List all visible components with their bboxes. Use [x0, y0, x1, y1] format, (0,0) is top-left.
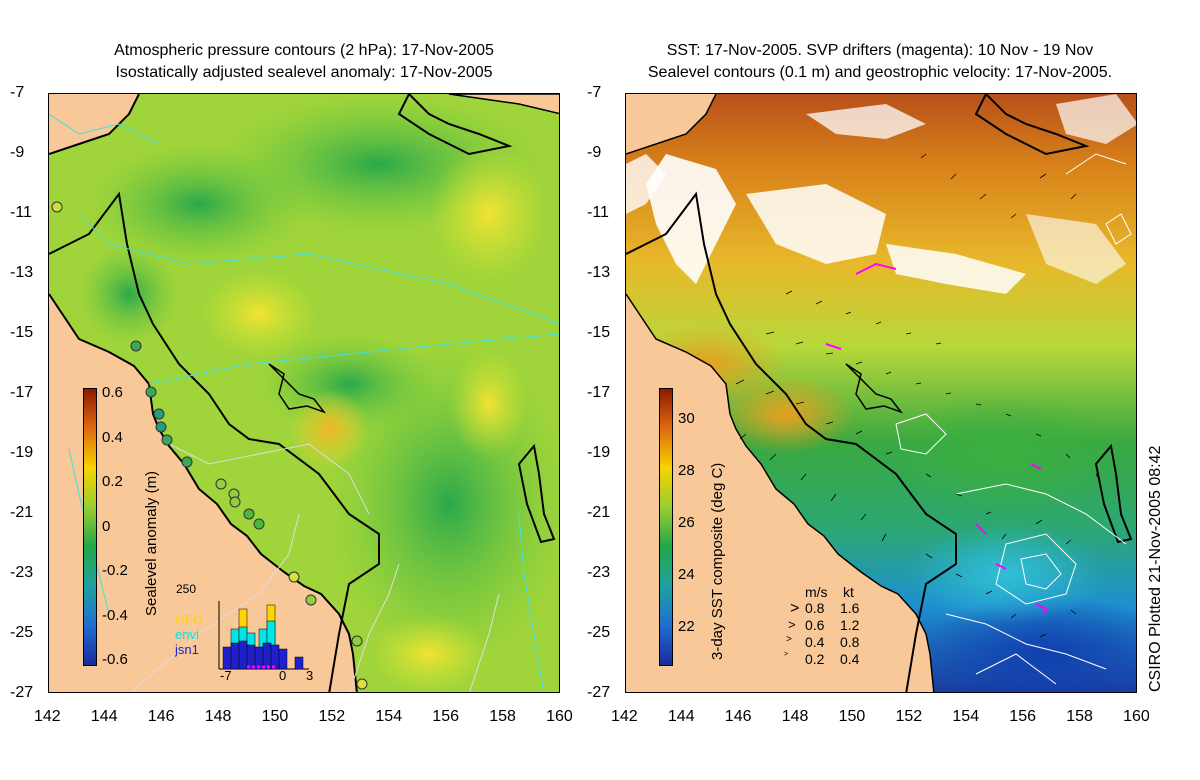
sealevel-colorbar-tick: 0.6 [102, 384, 123, 401]
x-axis-tick: 148 [204, 708, 232, 725]
left-title-line2: Isostatically adjusted sealevel anomaly:… [115, 64, 493, 81]
x-axis-tick: 142 [611, 708, 638, 725]
y-axis-tick: -17 [10, 384, 34, 401]
sealevel-colorbar-tick: -0.2 [102, 562, 128, 579]
y-axis-tick: -9 [10, 144, 25, 161]
histogram-ymax-label: 250 [176, 582, 197, 596]
sst-colorbar-tick: 26 [678, 514, 695, 531]
velocity-legend-ms: 0.2 [805, 651, 825, 667]
sealevel-colorbar-label: Sealevel anomaly (m) [143, 470, 160, 616]
x-axis-tick: 152 [895, 708, 923, 725]
y-axis-tick: -7 [10, 84, 25, 101]
x-axis-tick: 150 [261, 708, 289, 725]
x-axis-tick: 158 [489, 708, 516, 725]
histogram-xtick-0: 0 [279, 668, 287, 683]
y-axis-tick: -19 [587, 444, 611, 461]
velocity-legend-arrow-icon: > [788, 617, 796, 632]
sst-colorbar-tick: 30 [678, 410, 695, 427]
x-axis-tick: 142 [34, 708, 61, 725]
x-axis-tick: 154 [375, 708, 403, 725]
x-axis-tick: 146 [724, 708, 752, 725]
y-axis-tick: -23 [10, 564, 34, 581]
sealevel-colorbar-tick: 0.2 [102, 473, 123, 490]
y-axis-tick: -25 [10, 624, 34, 641]
sealevel-colorbar-tick: -0.6 [102, 651, 128, 668]
y-axis-tick: -17 [587, 384, 611, 401]
velocity-legend-arrow-icon: > [790, 600, 800, 617]
velocity-legend-kt: 0.4 [840, 651, 860, 667]
sst-colorbar-tick: 28 [678, 462, 695, 479]
x-axis-tick: 160 [1123, 708, 1150, 725]
y-axis-tick: -11 [10, 204, 32, 221]
sst-colorbar-tick: 24 [678, 566, 695, 583]
y-axis-tick: -11 [587, 204, 609, 221]
x-axis-tick: 146 [147, 708, 175, 725]
x-axis-tick: 156 [432, 708, 459, 725]
x-axis-tick: 148 [781, 708, 809, 725]
velocity-legend-arrow-icon: > [786, 634, 792, 645]
velocity-legend-header-kt: kt [843, 584, 854, 600]
sealevel-anomaly-map [48, 93, 560, 693]
velocity-legend-ms: 0.6 [805, 617, 825, 633]
sst-colorbar-tick: 22 [678, 618, 695, 635]
x-axis-tick: 144 [90, 708, 118, 725]
histogram-xtick-minus7: -7 [220, 668, 232, 683]
sst-map [625, 93, 1137, 693]
x-axis-tick: 156 [1009, 708, 1036, 725]
sealevel-colorbar [83, 388, 97, 666]
y-axis-tick: -21 [10, 504, 34, 521]
histogram-legend-envi: envi [175, 627, 199, 642]
sst-colorbar-label: 3-day SST composite (deg C) [709, 462, 726, 660]
sealevel-colorbar-tick: 0 [102, 517, 111, 535]
x-axis-tick: 158 [1066, 708, 1093, 725]
velocity-legend-kt: 0.8 [840, 634, 860, 650]
y-axis-tick: -13 [10, 264, 34, 281]
y-axis-tick: -23 [587, 564, 611, 581]
y-axis-tick: -27 [10, 684, 34, 701]
y-axis-tick: -7 [587, 84, 602, 101]
histogram-legend-jsn1: jsn1 [175, 642, 199, 657]
x-axis-tick: 154 [952, 708, 980, 725]
velocity-legend-ms: 0.8 [805, 600, 825, 616]
y-axis-tick: -15 [587, 324, 611, 341]
sealevel-colorbar-tick: 0.4 [102, 428, 123, 446]
x-axis-tick: 150 [838, 708, 866, 725]
velocity-legend-kt: 1.6 [840, 600, 860, 616]
y-axis-tick: -15 [10, 324, 34, 341]
velocity-legend-ms: 0.4 [805, 634, 825, 650]
histogram-legend-gfo: GFO [175, 612, 204, 627]
y-axis-tick: -25 [587, 624, 611, 641]
y-axis-tick: -9 [587, 144, 602, 161]
histogram-xtick-3: 3 [306, 668, 314, 683]
x-axis-tick: 152 [318, 708, 346, 725]
y-axis-tick: -13 [587, 264, 611, 281]
y-axis-tick: -19 [10, 444, 34, 461]
y-axis-tick: -21 [587, 504, 611, 521]
velocity-legend-header-ms: m/s [805, 584, 828, 600]
y-axis-tick: -27 [587, 684, 611, 701]
sealevel-colorbar-tick: -0.4 [102, 606, 128, 624]
left-title-line1: Atmospheric pressure contours (2 hPa): 1… [114, 42, 494, 59]
sst-colorbar [659, 388, 673, 666]
velocity-legend-arrow-icon: > [784, 651, 789, 658]
right-title-line1: SST: 17-Nov-2005. SVP drifters (magenta)… [666, 42, 1094, 59]
velocity-legend-kt: 1.2 [840, 617, 860, 633]
plot-credit: CSIRO Plotted 21-Nov-2005 08:42 [1147, 445, 1164, 692]
x-axis-tick: 160 [546, 708, 573, 725]
x-axis-tick: 144 [667, 708, 695, 725]
right-title-line2: Sealevel contours (0.1 m) and geostrophi… [647, 64, 1113, 81]
